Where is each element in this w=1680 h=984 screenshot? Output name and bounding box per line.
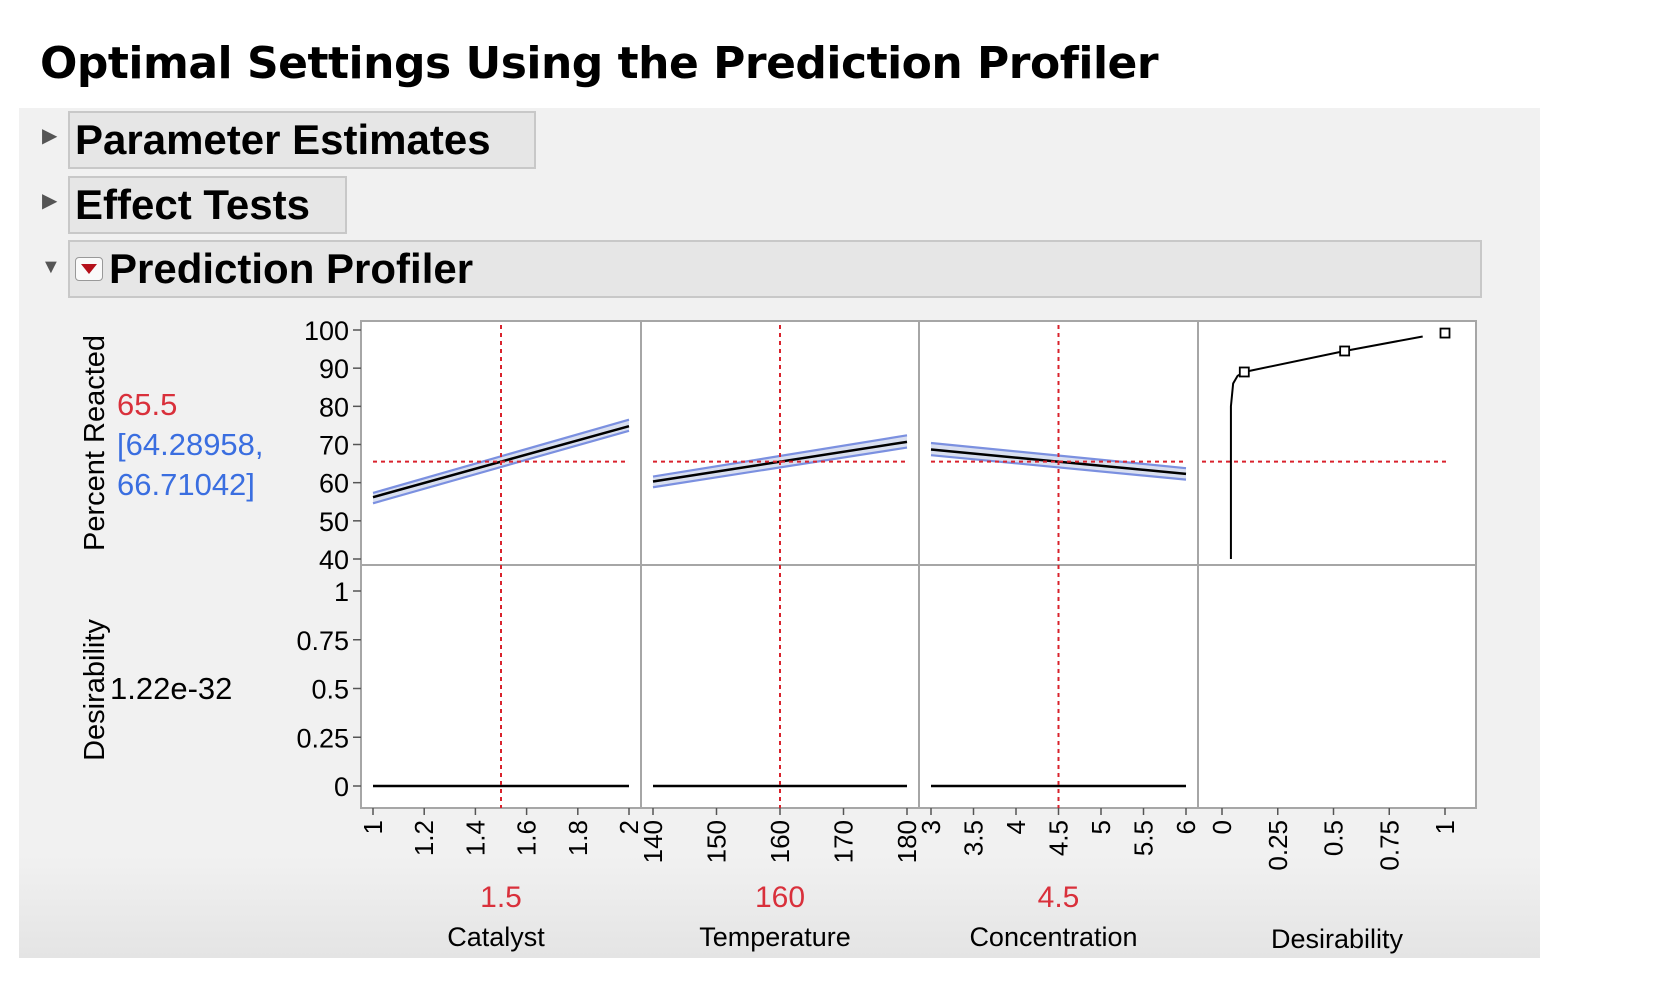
response-panel (360, 320, 642, 566)
x-tick-label: 6 (1171, 820, 1201, 834)
y-tick-label: 60 (319, 469, 349, 499)
desirability-value: 1.22e-32 (110, 671, 232, 706)
desirability-axis-label: Desirability (79, 619, 111, 761)
x-tick-label: 150 (702, 820, 732, 863)
confidence-interval-upper: 66.71042] (117, 467, 255, 502)
x-tick-label: 5.5 (1129, 820, 1159, 856)
effect-tests-header[interactable]: Effect Tests (68, 176, 347, 234)
x-tick-label: 0.5 (1319, 820, 1349, 856)
x-tick-label: 0.75 (1374, 820, 1404, 871)
y-tick-label: 0 (334, 772, 349, 802)
x-tick-label: 1 (1430, 820, 1460, 834)
x-tick-label: 180 (892, 820, 922, 863)
parameter-estimates-header[interactable]: Parameter Estimates (68, 111, 536, 169)
page-title: Optimal Settings Using the Prediction Pr… (40, 38, 1159, 89)
y-tick-label: 80 (319, 392, 349, 422)
x-tick-label: 1.8 (563, 820, 593, 856)
lower-confidence-line (930, 454, 1187, 481)
desirability-handle[interactable] (1238, 366, 1250, 378)
red-triangle-menu-icon[interactable] (75, 257, 103, 281)
y-tick-label: 100 (304, 316, 349, 346)
factor-current-value: 4.5 (1038, 881, 1080, 914)
response-axis-label: Percent Reacted (79, 335, 111, 551)
desirability-panel (1197, 564, 1477, 809)
factor-label: Concentration (969, 922, 1137, 952)
x-tick-label: 1.2 (409, 820, 439, 856)
outline-label: Parameter Estimates (75, 116, 491, 163)
y-tick-label: 0.5 (311, 675, 349, 705)
x-tick-label: 0.25 (1263, 820, 1293, 871)
x-tick-label: 4.5 (1044, 820, 1074, 856)
factor-label: Desirability (1271, 924, 1404, 954)
desirability-handle[interactable] (1339, 345, 1351, 357)
x-tick-label: 3.5 (959, 820, 989, 856)
confidence-interval-lower: [64.28958, (117, 427, 264, 462)
lower-confidence-line (652, 446, 908, 489)
y-tick-label: 50 (319, 507, 349, 537)
factor-current-value: 1.5 (480, 881, 522, 914)
x-tick-label: 170 (829, 820, 859, 863)
response-panel (1197, 320, 1477, 566)
x-tick-label: 1.6 (512, 820, 542, 856)
x-tick-label: 0 (1207, 820, 1237, 834)
x-tick-label: 5 (1086, 820, 1116, 834)
y-tick-label: 70 (319, 431, 349, 461)
y-tick-label: 0.75 (296, 626, 349, 656)
y-tick-label: 40 (319, 545, 349, 575)
desirability-handle[interactable] (1439, 327, 1451, 339)
collapsed-triangle-icon[interactable]: ▶ (42, 190, 58, 212)
y-tick-label: 1 (334, 577, 349, 607)
x-tick-label: 3 (916, 820, 946, 834)
y-tick-label: 90 (319, 354, 349, 384)
predicted-value: 65.5 (117, 387, 177, 422)
collapsed-triangle-icon[interactable]: ▶ (42, 125, 58, 147)
y-tick-label: 0.25 (296, 723, 349, 753)
factor-current-value: 160 (755, 881, 805, 914)
x-tick-label: 2 (614, 820, 644, 834)
x-tick-label: 140 (638, 820, 668, 863)
response-panel (918, 320, 1199, 566)
x-tick-label: 160 (765, 820, 795, 863)
outline-label: Prediction Profiler (109, 245, 474, 292)
outline-label: Effect Tests (75, 181, 310, 228)
factor-label: Catalyst (447, 922, 545, 952)
x-tick-label: 4 (1001, 820, 1031, 834)
prediction-profiler-header[interactable]: Prediction Profiler (68, 240, 1482, 298)
factor-label: Temperature (699, 922, 851, 952)
lower-confidence-line (372, 429, 630, 505)
x-tick-label: 1 (358, 820, 388, 834)
expanded-triangle-icon[interactable]: ▼ (41, 256, 61, 278)
x-tick-label: 1.4 (460, 820, 490, 856)
